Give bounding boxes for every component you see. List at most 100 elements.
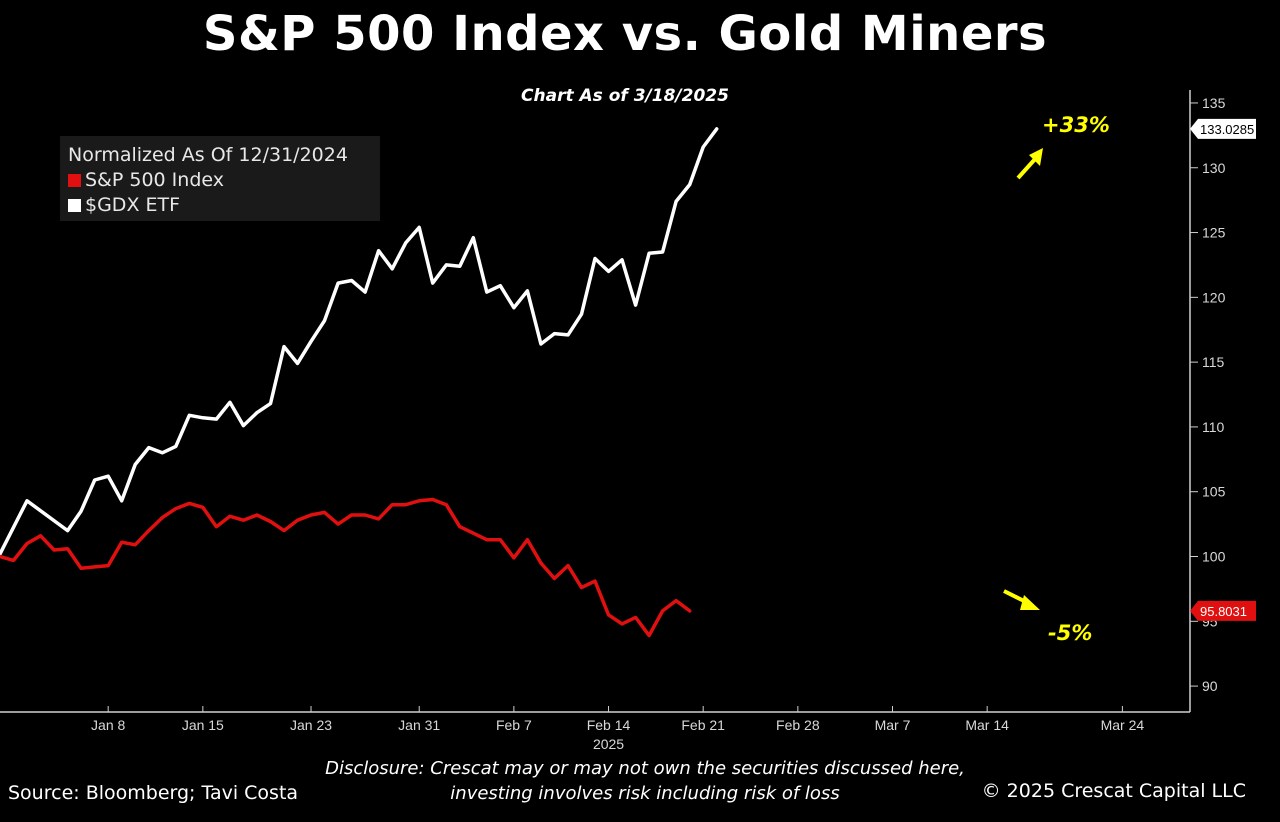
data-point-spx <box>282 529 286 532</box>
data-point-spx <box>607 613 610 617</box>
data-point-spx <box>134 543 137 547</box>
data-point-spx <box>404 503 407 506</box>
last-value-spx: 95.8031 <box>1200 604 1247 619</box>
data-point-gdx <box>161 451 164 455</box>
y-tick-label: 130 <box>1202 160 1226 176</box>
up-arrow-shaft <box>1016 156 1038 180</box>
data-point-gdx <box>228 401 232 404</box>
data-point-gdx <box>715 127 718 131</box>
data-point-spx <box>418 499 421 502</box>
y-tick-label: 125 <box>1202 225 1226 241</box>
y-tick-label: 110 <box>1202 419 1225 435</box>
data-point-spx <box>661 609 664 613</box>
x-tick-label: Mar 14 <box>965 717 1009 733</box>
data-point-gdx <box>647 252 651 255</box>
legend-header: Normalized As Of 12/31/2024 <box>68 144 348 166</box>
data-point-spx <box>445 503 448 506</box>
data-point-spx <box>161 516 164 519</box>
data-point-spx <box>25 542 29 545</box>
down-arrow-shaft <box>1003 589 1027 604</box>
data-point-gdx <box>499 284 502 287</box>
y-tick-label: 105 <box>1202 484 1226 500</box>
data-point-gdx <box>688 183 691 186</box>
chart-subtitle: Chart As of 3/18/2025 <box>521 86 729 106</box>
data-point-spx <box>539 561 543 565</box>
data-point-spx <box>242 519 245 522</box>
legend-item-gdx: $GDX ETF <box>68 194 180 216</box>
y-tick-label: 120 <box>1202 289 1226 305</box>
x-tick-label: Feb 21 <box>681 717 725 733</box>
data-point-spx <box>485 538 489 541</box>
data-point-gdx <box>282 345 286 348</box>
data-point-spx <box>255 513 259 517</box>
x-tick-label: Feb 28 <box>776 717 820 733</box>
x-year-label: 2025 <box>593 736 624 752</box>
data-point-gdx <box>174 445 177 448</box>
data-point-gdx <box>526 289 529 293</box>
x-tick-label: Jan 31 <box>398 717 440 733</box>
legend-label-gdx: $GDX ETF <box>85 194 181 216</box>
up-arrow-head <box>1029 148 1043 166</box>
data-point-gdx <box>79 509 83 513</box>
legend-item-spx: S&P 500 Index <box>68 169 224 191</box>
data-point-gdx <box>431 281 434 285</box>
data-point-gdx <box>66 529 69 532</box>
data-point-spx <box>593 579 597 583</box>
data-point-spx <box>296 519 299 522</box>
data-point-gdx <box>309 340 313 343</box>
data-point-gdx <box>363 290 367 294</box>
data-point-spx <box>323 511 326 514</box>
x-tick-label: Jan 8 <box>91 717 125 733</box>
data-point-gdx <box>201 416 205 420</box>
data-point-gdx <box>0 552 2 556</box>
data-point-gdx <box>472 236 475 239</box>
data-point-gdx <box>512 306 516 309</box>
data-point-spx <box>472 531 475 535</box>
last-value-badge-spx <box>1190 600 1256 621</box>
last-value-badge-gdx <box>1190 118 1256 139</box>
data-point-gdx <box>188 414 191 417</box>
data-point-gdx <box>674 200 678 203</box>
data-point-gdx <box>418 226 421 229</box>
data-point-gdx <box>539 342 543 346</box>
data-point-spx <box>215 525 218 528</box>
data-point-gdx <box>106 474 110 478</box>
data-point-spx <box>458 525 461 528</box>
data-point-spx <box>201 506 205 509</box>
data-point-spx <box>174 507 177 510</box>
data-point-spx <box>188 502 191 505</box>
data-point-spx <box>688 609 691 613</box>
data-point-gdx <box>377 249 380 252</box>
data-point-spx <box>52 548 56 552</box>
data-point-spx <box>526 538 529 541</box>
data-point-spx <box>566 564 570 567</box>
x-tick-label: Jan 23 <box>290 717 332 733</box>
source-note: Source: Bloomberg; Tavi Costa <box>8 782 299 804</box>
data-point-spx <box>363 513 367 517</box>
data-point-gdx <box>255 411 259 414</box>
data-point-gdx <box>445 263 448 267</box>
data-point-gdx <box>269 402 272 405</box>
data-point-spx <box>634 616 637 619</box>
x-tick-label: Feb 7 <box>496 717 532 733</box>
data-point-gdx <box>336 281 340 285</box>
data-point-gdx <box>458 265 461 268</box>
data-point-spx <box>106 564 110 567</box>
data-point-gdx <box>620 258 624 261</box>
data-point-spx <box>39 534 42 537</box>
x-tick-label: Feb 14 <box>587 717 631 733</box>
series-lines <box>0 127 719 638</box>
data-point-gdx <box>350 279 353 282</box>
data-point-gdx <box>134 463 137 466</box>
data-point-spx <box>674 599 678 602</box>
series-line-spx <box>0 497 692 638</box>
data-point-gdx <box>553 332 556 335</box>
data-point-spx <box>620 622 624 626</box>
y-tick-label: 100 <box>1202 549 1226 565</box>
data-point-spx <box>228 515 232 518</box>
data-point-spx <box>309 513 313 517</box>
data-point-gdx <box>93 478 96 482</box>
data-point-spx <box>12 559 15 562</box>
data-point-spx <box>120 541 123 544</box>
data-point-gdx <box>661 250 664 254</box>
